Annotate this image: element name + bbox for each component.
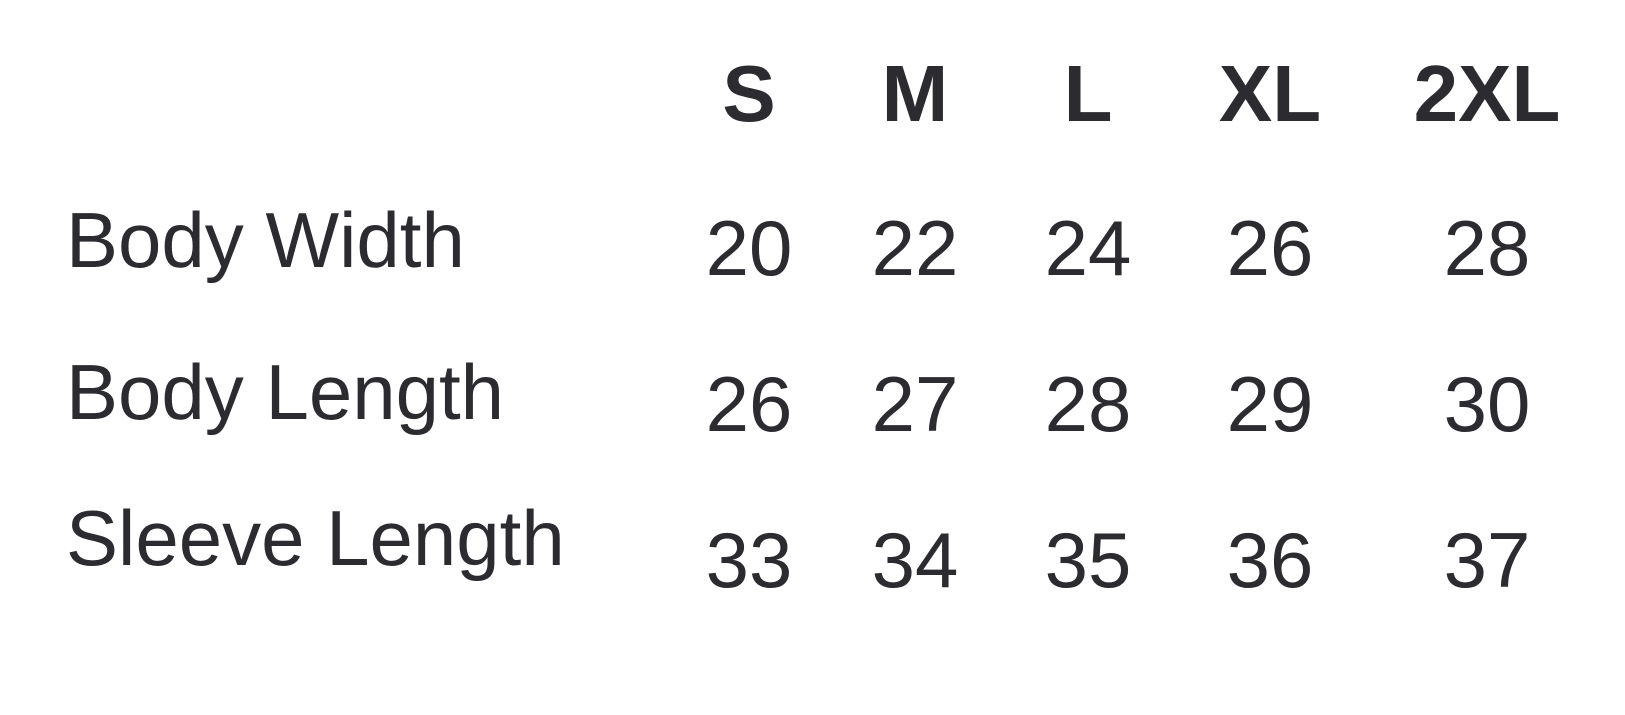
row-label: Body Width [66, 196, 465, 284]
cell-value: 26 [1226, 204, 1314, 292]
row-label: Body Length [66, 348, 505, 436]
column-header-s: S [722, 49, 776, 138]
row-label: Sleeve Length [66, 494, 565, 582]
cell-value: 28 [1044, 360, 1132, 448]
cell-value: 29 [1226, 360, 1314, 448]
column-header-l: L [1063, 49, 1113, 138]
column-header-xl: XL [1218, 49, 1322, 138]
cell-value: 26 [705, 360, 793, 448]
column-header-2xl: 2XL [1413, 49, 1561, 138]
cell-value: 30 [1443, 360, 1531, 448]
column-header-m: M [881, 49, 949, 138]
cell-value: 37 [1443, 516, 1531, 604]
cell-value: 22 [871, 204, 959, 292]
cell-value: 33 [705, 516, 793, 604]
cell-value: 35 [1044, 516, 1132, 604]
cell-value: 20 [705, 204, 793, 292]
cell-value: 24 [1044, 204, 1132, 292]
cell-value: 28 [1443, 204, 1531, 292]
cell-value: 36 [1226, 516, 1314, 604]
cell-value: 27 [871, 360, 959, 448]
cell-value: 34 [871, 516, 959, 604]
